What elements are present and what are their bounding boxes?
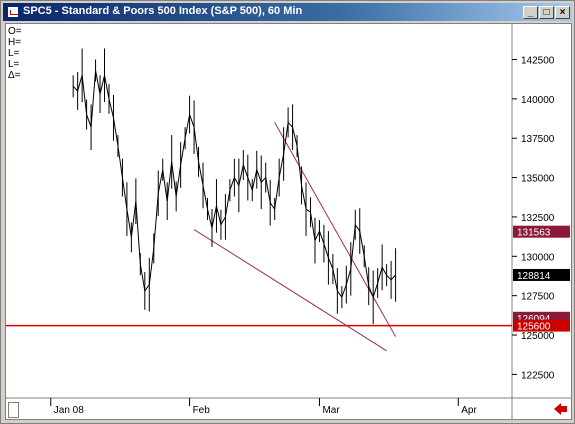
x-tick-label: Mar	[322, 405, 340, 416]
y-tick-label: 132500	[521, 213, 555, 224]
window-title: SPC5 - Standard & Poors 500 Index (S&P 5…	[23, 5, 303, 17]
title-bar[interactable]: SPC5 - Standard & Poors 500 Index (S&P 5…	[3, 3, 572, 21]
price-box	[513, 319, 570, 332]
close-button[interactable]: ×	[555, 6, 570, 19]
scroll-right-arrow-icon[interactable]	[552, 402, 569, 416]
readout-last: L=	[8, 59, 20, 70]
readout-delta: Δ=	[8, 70, 21, 81]
readout-high: H=	[8, 37, 22, 48]
y-tick-label: 140000	[521, 95, 555, 106]
y-tick-label: 142500	[521, 55, 555, 66]
y-tick-label: 125000	[521, 331, 555, 342]
y-tick-label: 127500	[521, 292, 555, 303]
y-tick-label: 130000	[521, 252, 555, 263]
chart-area[interactable]: O= H= L= L= Δ= 142500 140000 137500 135000 1…	[5, 23, 572, 420]
trend-line	[274, 122, 397, 337]
price-box-label: 128814	[517, 271, 551, 282]
price-box-label: 131563	[517, 228, 551, 239]
readout-low: L=	[8, 48, 20, 59]
y-tick-label: 135000	[521, 174, 555, 185]
y-tick-label: 137500	[521, 134, 555, 145]
readout-open: O=	[8, 26, 22, 37]
scroll-left-box[interactable]	[8, 402, 19, 418]
x-tick-label: Apr	[461, 405, 477, 416]
chart-app-icon	[7, 6, 19, 18]
minimize-button[interactable]: _	[523, 6, 538, 19]
maximize-button[interactable]: □	[539, 6, 554, 19]
price-chart[interactable]: 142500 140000 137500 135000 132500 130000 1275…	[6, 24, 571, 419]
x-tick-label: Jan 08	[54, 405, 84, 416]
price-box-label: 125600	[517, 322, 551, 333]
x-tick-label: Feb	[193, 405, 211, 416]
price-box	[513, 225, 570, 238]
trend-line	[193, 229, 387, 352]
y-tick-label: 122500	[521, 370, 555, 381]
price-box	[513, 268, 570, 281]
price-box-label: 126094	[517, 314, 551, 325]
